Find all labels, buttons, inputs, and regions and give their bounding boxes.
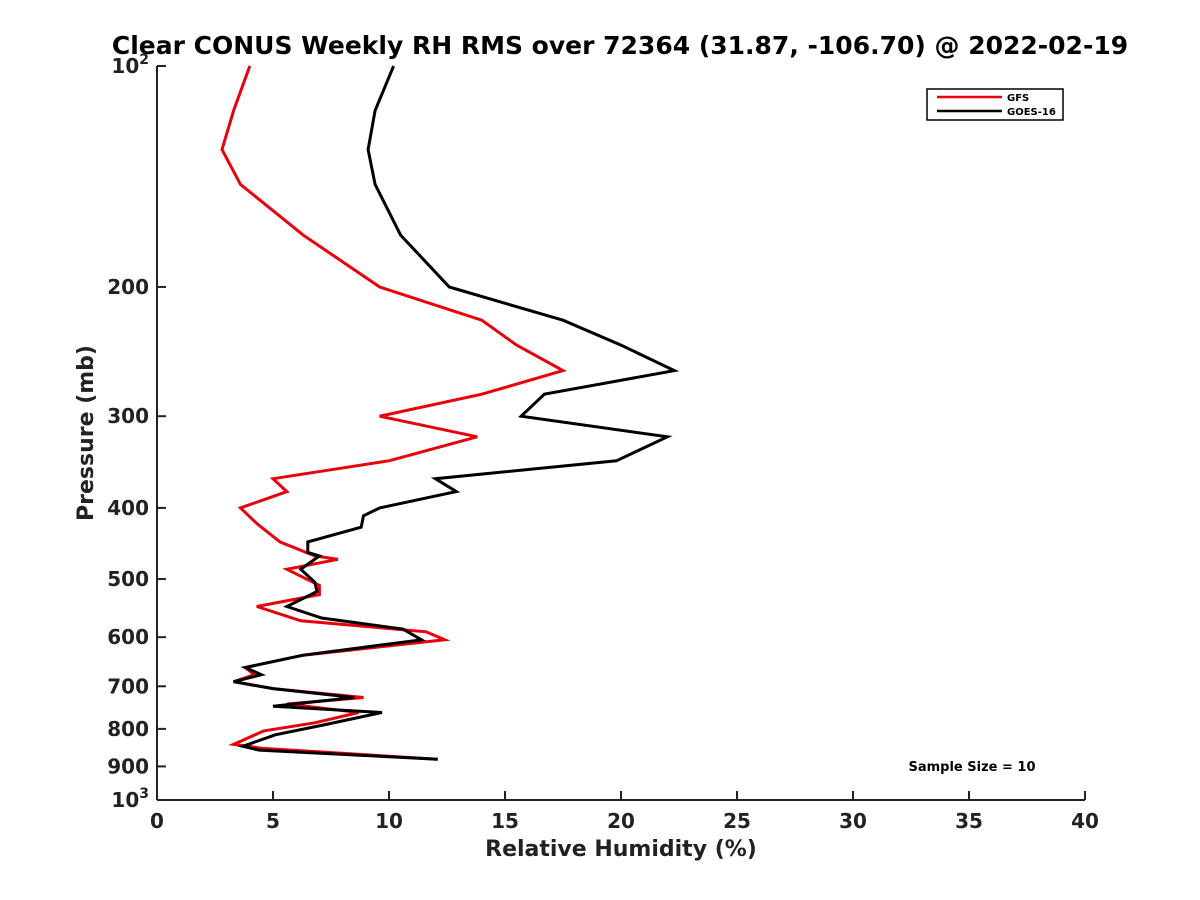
- y-tick-label: 300: [107, 404, 149, 428]
- x-tick-label: 25: [723, 809, 751, 833]
- x-tick-label: 10: [375, 809, 403, 833]
- y-tick-label: 700: [107, 674, 149, 698]
- x-tick-label: 5: [266, 809, 280, 833]
- y-tick-label: 400: [107, 496, 149, 520]
- plot-lines: [220, 65, 680, 761]
- series-line-goes16: [233, 65, 680, 761]
- y-ticks: 102 200 300 400 500 600 700 800 900 103: [107, 52, 166, 812]
- y-tick-label: 200: [107, 275, 149, 299]
- y-tick-label: 500: [107, 567, 149, 591]
- x-ticks: 0 5 10 15 20 25 30 35 40: [150, 791, 1099, 833]
- x-tick-label: 40: [1071, 809, 1099, 833]
- sample-size-annotation: Sample Size = 10: [908, 760, 1035, 775]
- y-axis-label: Pressure (mb): [74, 345, 99, 521]
- x-tick-label: 15: [491, 809, 519, 833]
- legend-box: [926, 88, 1064, 121]
- y-tick-label: 800: [107, 717, 149, 741]
- y-tick-label: 900: [107, 754, 149, 778]
- chart-title: Clear CONUS Weekly RH RMS over 72364 (31…: [112, 31, 1128, 60]
- legend: GFS GOES-16: [926, 88, 1064, 121]
- legend-label-goes16: GOES-16: [1007, 107, 1056, 118]
- y-tick-label: 103: [111, 786, 149, 812]
- y-tick-label: 600: [107, 625, 149, 649]
- y-tick-label: 102: [111, 52, 149, 78]
- legend-label-gfs: GFS: [1007, 93, 1029, 104]
- x-tick-label: 0: [150, 809, 164, 833]
- x-axis-label: Relative Humidity (%): [485, 837, 757, 862]
- x-tick-label: 35: [955, 809, 983, 833]
- x-tick-label: 30: [839, 809, 867, 833]
- series-line-gfs: [220, 65, 567, 761]
- x-tick-label: 20: [607, 809, 635, 833]
